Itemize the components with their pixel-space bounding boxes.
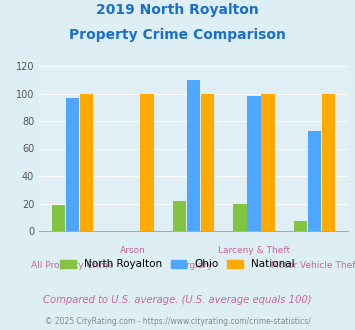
Text: Motor Vehicle Theft: Motor Vehicle Theft	[271, 261, 355, 270]
Legend: North Royalton, Ohio, National: North Royalton, Ohio, National	[56, 255, 299, 274]
Bar	[261, 93, 275, 231]
Text: Property Crime Comparison: Property Crime Comparison	[69, 28, 286, 42]
Bar	[234, 204, 247, 231]
Bar	[247, 96, 261, 231]
Bar	[187, 80, 200, 231]
Text: Compared to U.S. average. (U.S. average equals 100): Compared to U.S. average. (U.S. average …	[43, 295, 312, 305]
Bar	[294, 221, 307, 231]
Bar	[66, 98, 79, 231]
Bar	[140, 93, 153, 231]
Bar	[80, 93, 93, 231]
Bar	[201, 93, 214, 231]
Bar	[173, 201, 186, 231]
Bar	[308, 131, 321, 231]
Text: © 2025 CityRating.com - https://www.cityrating.com/crime-statistics/: © 2025 CityRating.com - https://www.city…	[45, 317, 310, 326]
Text: Burglary: Burglary	[174, 261, 213, 270]
Text: Larceny & Theft: Larceny & Theft	[218, 246, 290, 255]
Text: 2019 North Royalton: 2019 North Royalton	[96, 3, 259, 17]
Text: Arson: Arson	[120, 246, 146, 255]
Bar	[322, 93, 335, 231]
Bar	[52, 205, 65, 231]
Text: All Property Crime: All Property Crime	[31, 261, 114, 270]
